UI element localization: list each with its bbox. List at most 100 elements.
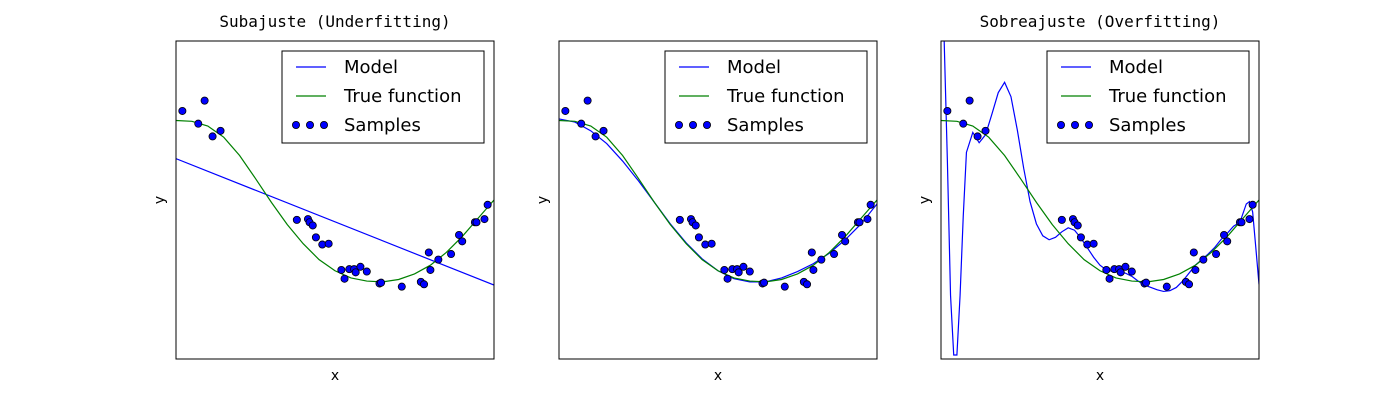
- sample-point: [311, 233, 320, 242]
- sample-point: [351, 268, 360, 277]
- sample-point: [1162, 282, 1171, 291]
- sample-point: [720, 265, 729, 274]
- sample-point: [807, 248, 816, 257]
- legend-box: [664, 50, 868, 144]
- sample-point: [426, 265, 435, 274]
- sample-point: [943, 106, 952, 115]
- legend-samples-swatch: [689, 121, 698, 130]
- legend-entry: Samples: [727, 115, 804, 136]
- legend-samples-swatch: [1057, 121, 1066, 130]
- legend-samples-swatch: [305, 121, 314, 130]
- sample-point: [1248, 200, 1257, 209]
- sample-point: [1212, 250, 1221, 259]
- sample-point: [855, 218, 864, 227]
- sample-point: [694, 233, 703, 242]
- legend-box: [281, 50, 485, 144]
- sample-point: [208, 132, 217, 141]
- sample-point: [1076, 233, 1085, 242]
- sample-point: [803, 280, 812, 289]
- legend-samples-swatch: [319, 121, 328, 130]
- sample-point: [480, 215, 489, 224]
- sample-point: [1121, 262, 1130, 271]
- sample-point: [1102, 265, 1111, 274]
- sample-point: [424, 248, 433, 257]
- sample-point: [1223, 237, 1232, 246]
- legend-entry: Model: [727, 57, 781, 78]
- sample-point: [455, 230, 464, 239]
- sample-point: [434, 255, 443, 264]
- y-axis-label: y: [535, 196, 551, 204]
- sample-point: [691, 221, 700, 230]
- sample-point: [965, 96, 974, 105]
- sample-point: [577, 119, 586, 128]
- sample-point: [194, 119, 203, 128]
- legend: Model True function Samples: [664, 50, 868, 144]
- x-axis-label: x: [714, 368, 722, 384]
- plot-area: [941, 41, 1259, 356]
- sample-point: [1073, 221, 1082, 230]
- sample-point: [216, 126, 225, 135]
- sample-point: [483, 200, 492, 209]
- sample-point: [1237, 218, 1246, 227]
- sample-point: [591, 132, 600, 141]
- plot-area: [559, 96, 877, 291]
- axes-frame: [940, 40, 1260, 360]
- sample-point: [340, 274, 349, 283]
- axes-frame: [175, 40, 495, 360]
- legend-entry: Samples: [344, 115, 421, 136]
- true-function-line: [559, 119, 877, 283]
- sample-point: [739, 262, 748, 271]
- sample-point: [458, 237, 467, 246]
- sample-point: [1127, 267, 1136, 276]
- sample-point: [292, 215, 301, 224]
- true-function-line: [941, 119, 1259, 283]
- sample-point: [324, 239, 333, 248]
- legend-entry: True function: [343, 86, 461, 107]
- sample-point: [362, 267, 371, 276]
- y-axis-label: y: [917, 196, 933, 204]
- sample-point: [420, 280, 429, 289]
- sample-point: [675, 215, 684, 224]
- legend-entry: True function: [1108, 86, 1226, 107]
- sample-point: [1220, 230, 1229, 239]
- sample-point: [707, 239, 716, 248]
- legend-entry: Samples: [1109, 115, 1186, 136]
- sample-point: [1142, 278, 1151, 287]
- sample-point: [1105, 274, 1114, 283]
- sample-point: [809, 265, 818, 274]
- sample-point: [863, 215, 872, 224]
- sample-point: [817, 255, 826, 264]
- sample-point: [723, 274, 732, 283]
- sample-point: [830, 250, 839, 259]
- sample-point: [780, 282, 789, 291]
- sample-point: [745, 267, 754, 276]
- sample-point: [841, 237, 850, 246]
- sample-point: [200, 96, 209, 105]
- chart-panel-2: x y Model True function Samples: [535, 40, 878, 384]
- sample-point: [959, 119, 968, 128]
- sample-point: [397, 282, 406, 291]
- plot-area: [176, 96, 494, 291]
- legend-entry: True function: [726, 86, 844, 107]
- chart-title: Subajuste (Underfitting): [219, 12, 450, 31]
- sample-point: [599, 126, 608, 135]
- sample-point: [838, 230, 847, 239]
- legend-samples-swatch: [1085, 121, 1094, 130]
- sample-point: [866, 200, 875, 209]
- legend: Model True function Samples: [1046, 50, 1250, 144]
- sample-point: [1116, 268, 1125, 277]
- sample-point: [1245, 215, 1254, 224]
- legend-entry: Model: [1109, 57, 1163, 78]
- legend-samples-swatch: [1071, 121, 1080, 130]
- legend-samples-swatch: [291, 121, 300, 130]
- axes-frame: [558, 40, 878, 360]
- sample-point: [1057, 215, 1066, 224]
- sample-point: [337, 265, 346, 274]
- model-line: [176, 158, 494, 286]
- sample-point: [308, 221, 317, 230]
- sample-point: [447, 250, 456, 259]
- sample-point: [356, 262, 365, 271]
- sample-point: [973, 132, 982, 141]
- sample-point: [1191, 265, 1200, 274]
- sample-point: [1199, 255, 1208, 264]
